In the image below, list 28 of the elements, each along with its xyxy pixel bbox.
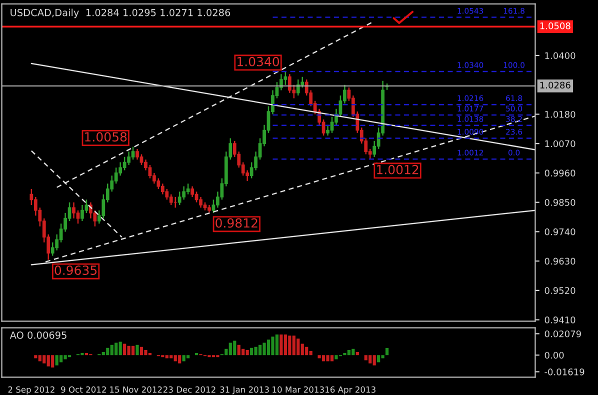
chart-title: AO 0.00695 <box>10 331 66 339</box>
chart-title: USDCAD,Daily 1.0284 1.0295 1.0271 1.0286 <box>10 8 230 18</box>
x-tick-label: 10 Mar 2013 <box>272 386 324 393</box>
annotation: 0.9635 <box>54 266 97 275</box>
y-tick-label: 0.9410 <box>544 316 576 324</box>
y-tick-label: 0.9630 <box>544 258 576 265</box>
y-tick-label: 0.9740 <box>544 228 576 236</box>
y-tick-label: 0.02079 <box>544 330 581 338</box>
x-tick-label: 23 Dec 2012 <box>163 386 216 393</box>
annotation: 0.9812 <box>216 218 258 228</box>
y-tick-label: 0.9520 <box>544 287 576 294</box>
x-tick-label: 2 Sep 2012 <box>8 386 54 394</box>
y-tick-label: 0.9960 <box>544 170 576 177</box>
ref-line-label: 1.0508 <box>540 22 570 30</box>
y-tick-label: -0.01619 <box>544 368 584 376</box>
x-tick-label: 9 Oct 2012 <box>61 386 106 393</box>
y-tick-label: 1.0070 <box>545 140 576 148</box>
annotation: 1.0340 <box>238 56 280 66</box>
ref-line-label: 1.0286 <box>540 82 570 89</box>
annotation: 1.0012 <box>377 164 418 174</box>
y-tick-label: 1.0180 <box>545 110 576 118</box>
x-tick-label: 31 Jan 2013 <box>220 386 269 394</box>
annotation: 1.0058 <box>85 132 127 142</box>
y-tick-label: 0.9850 <box>544 199 576 206</box>
x-tick-label: 15 Nov 2012 <box>110 386 162 393</box>
y-tick-label: 0.00 <box>544 352 564 359</box>
x-tick-label: 16 Apr 2013 <box>326 386 376 394</box>
y-tick-label: 1.0400 <box>545 52 576 60</box>
